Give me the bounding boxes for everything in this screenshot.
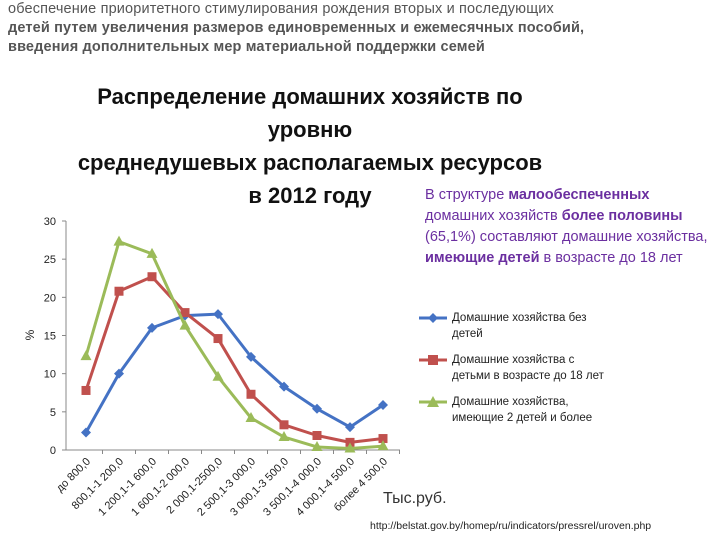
- legend-item-no-children: Домашние хозяйства без детей: [418, 310, 718, 342]
- triangle-marker-icon: [419, 396, 447, 407]
- callout-emphasis-3: имеющие детей: [425, 250, 540, 266]
- diamond-marker-icon: [419, 313, 447, 323]
- callout-emphasis-2: более половины: [561, 208, 683, 224]
- slide-heading: обеспечение приоритетного стимулирования…: [8, 0, 714, 57]
- chart-title-line-1: Распределение домашних хозяйств по: [97, 84, 523, 109]
- callout-text-3: (65,1%) составляют домашние хозяйства,: [425, 229, 708, 245]
- heading-line-3: введения дополнительных мер материальной…: [8, 39, 485, 55]
- unit-note: Тыс.руб.: [383, 490, 447, 507]
- square-marker-icon: [419, 355, 447, 365]
- legend-label-line-2: имеющие 2 детей и более: [452, 412, 593, 424]
- legend-label-line-1: Домашние хозяйства без: [452, 312, 587, 324]
- legend-label-line-2: детей: [452, 328, 483, 340]
- heading-line-2: детей путем увеличения размеров единовре…: [8, 20, 585, 36]
- callout-text-4: в возрасте до 18 лет: [539, 250, 683, 266]
- legend-item-with-children: Домашние хозяйства с детьми в возрасте д…: [418, 352, 718, 384]
- callout-text-1: В структуре: [425, 187, 509, 203]
- chart-title-line-2: уровню: [267, 117, 353, 142]
- chart-title-line-4: в 2012 году: [248, 183, 372, 208]
- callout-note: В структуре малообеспеченных домашних хо…: [425, 185, 715, 269]
- legend-label-line-1: Домашние хозяйства с: [452, 354, 575, 366]
- heading-line-1: обеспечение приоритетного стимулирования…: [8, 1, 554, 17]
- source-link[interactable]: http://belstat.gov.by/homep/ru/indicator…: [370, 520, 652, 532]
- legend-item-two-plus-children: Домашние хозяйства, имеющие 2 детей и бо…: [418, 394, 718, 426]
- chart-legend: Домашние хозяйства без детей Домашние хо…: [418, 310, 718, 436]
- callout-text-2: домашних хозяйств: [425, 208, 562, 224]
- legend-label-line-2: детьми в возрасте до 18 лет: [452, 370, 604, 382]
- legend-label-line-1: Домашние хозяйства,: [452, 396, 569, 408]
- callout-emphasis-1: малообеспеченных: [508, 187, 650, 203]
- chart-title-line-3: среднедушевых располагаемых ресурсов: [77, 150, 543, 175]
- chart-title: Распределение домашних хозяйств по уровн…: [0, 80, 620, 212]
